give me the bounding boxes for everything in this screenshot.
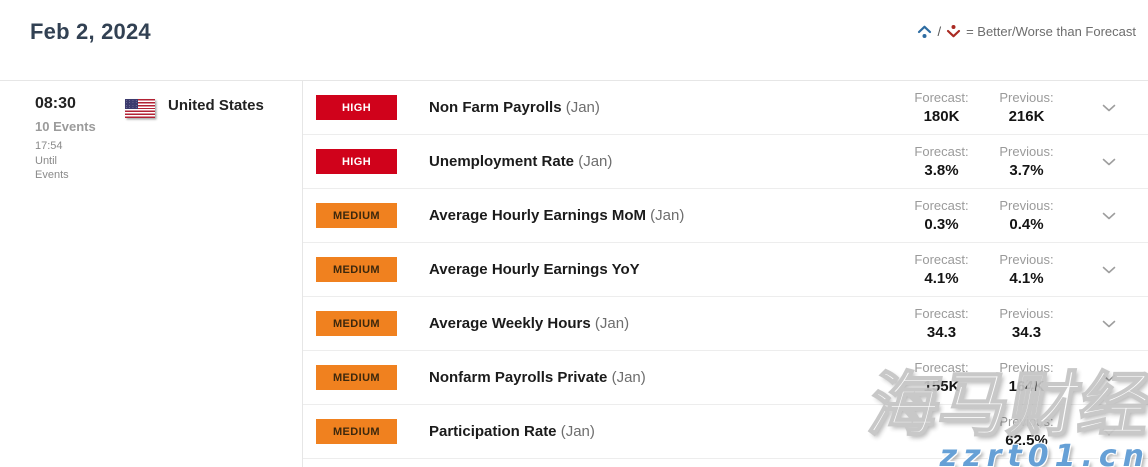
forecast-legend: / = Better/Worse than Forecast [917, 24, 1138, 39]
us-flag-icon [125, 99, 155, 118]
better-than-forecast-icon [917, 24, 932, 39]
forecast-cell: Forecast: 3.8% [914, 144, 969, 179]
importance-badge: MEDIUM [316, 311, 397, 336]
event-row[interactable]: HIGH Non Farm Payrolls (Jan) Forecast: 18… [303, 81, 1148, 135]
event-rows: HIGH Non Farm Payrolls (Jan) Forecast: 18… [303, 81, 1148, 467]
event-row[interactable]: MEDIUM Participation Rate (Jan) Previous… [303, 405, 1148, 459]
event-row[interactable]: MEDIUM Average Weekly Hours (Jan) Foreca… [303, 297, 1148, 351]
event-period: (Jan) [556, 423, 595, 440]
calendar-header: Feb 2, 2024 / = Better/Worse than Foreca… [0, 0, 1148, 81]
previous-cell: Previous: 4.1% [999, 252, 1054, 287]
forecast-cell: Forecast: 155K [914, 360, 969, 395]
country-name: United States [168, 97, 264, 114]
event-period: (Jan) [646, 207, 685, 224]
country-block: United States [125, 95, 264, 467]
event-name: Average Hourly Earnings MoM (Jan) [429, 207, 685, 224]
event-name: Unemployment Rate (Jan) [429, 153, 613, 170]
previous-cell: Previous: 62.5% [999, 414, 1054, 449]
previous-cell: Previous: 34.3 [999, 306, 1054, 341]
events-count: 10 Events [35, 119, 96, 134]
chevron-down-icon[interactable] [1069, 320, 1148, 328]
importance-badge: MEDIUM [316, 419, 397, 444]
importance-badge: HIGH [316, 149, 397, 174]
legend-separator: / [937, 24, 942, 39]
previous-cell: Previous: 164K [999, 360, 1054, 395]
time-country-panel: 08:30 10 Events 17:54 Until Events Unite… [0, 81, 303, 467]
importance-badge: MEDIUM [316, 365, 397, 390]
previous-cell: Previous: 3.7% [999, 144, 1054, 179]
forecast-cell: Forecast: 34.3 [914, 306, 969, 341]
event-row[interactable]: MEDIUM Nonfarm Payrolls Private (Jan) Fo… [303, 351, 1148, 405]
time-block: 08:30 10 Events 17:54 Until Events [35, 95, 125, 467]
event-name: Participation Rate (Jan) [429, 423, 595, 440]
previous-cell: Previous: 0.4% [999, 198, 1054, 233]
event-period: (Jan) [574, 153, 613, 170]
event-time: 08:30 [35, 95, 76, 112]
next-row-partial [303, 459, 1148, 467]
importance-badge: MEDIUM [316, 203, 397, 228]
forecast-cell: Forecast: 4.1% [914, 252, 969, 287]
importance-badge: MEDIUM [316, 257, 397, 282]
event-name: Nonfarm Payrolls Private (Jan) [429, 369, 646, 386]
event-name: Non Farm Payrolls (Jan) [429, 99, 600, 116]
chevron-down-icon[interactable] [1069, 266, 1148, 274]
countdown-label-events: Events [35, 169, 69, 181]
importance-badge: HIGH [316, 95, 397, 120]
chevron-down-icon[interactable] [1069, 212, 1148, 220]
countdown-label-until: Until [35, 154, 58, 167]
chevron-down-icon[interactable] [1069, 104, 1148, 112]
event-row[interactable]: MEDIUM Average Hourly Earnings YoY Forec… [303, 243, 1148, 297]
event-name: Average Weekly Hours (Jan) [429, 315, 630, 332]
date-title: Feb 2, 2024 [30, 19, 151, 44]
worse-than-forecast-icon [946, 24, 961, 39]
event-name: Average Hourly Earnings YoY [429, 261, 640, 278]
event-period: (Jan) [561, 99, 600, 116]
event-period: (Jan) [607, 369, 646, 386]
forecast-cell: Forecast: 0.3% [914, 198, 969, 233]
event-row[interactable]: HIGH Unemployment Rate (Jan) Forecast: 3.… [303, 135, 1148, 189]
previous-cell: Previous: 216K [999, 90, 1054, 125]
event-row[interactable]: MEDIUM Average Hourly Earnings MoM (Jan)… [303, 189, 1148, 243]
countdown-timer: 17:54 [35, 140, 63, 152]
calendar-body: 08:30 10 Events 17:54 Until Events Unite… [0, 81, 1148, 467]
event-period: (Jan) [590, 315, 630, 332]
chevron-down-icon[interactable] [1069, 158, 1148, 166]
chevron-down-icon[interactable] [1069, 374, 1148, 382]
chevron-down-icon[interactable] [1069, 428, 1148, 436]
legend-text: = Better/Worse than Forecast [966, 24, 1136, 39]
forecast-cell: Forecast: 180K [914, 90, 969, 125]
